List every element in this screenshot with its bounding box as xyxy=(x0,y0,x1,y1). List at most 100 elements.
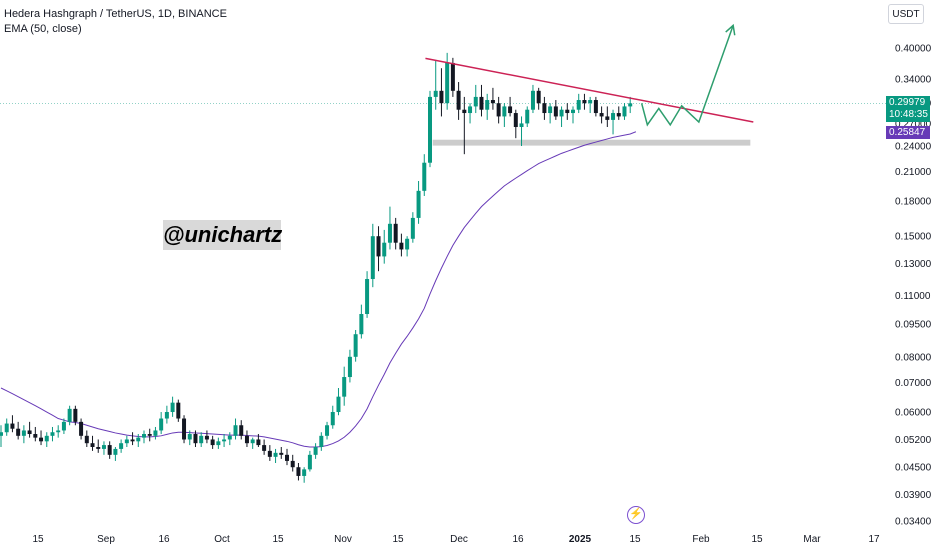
candle xyxy=(525,106,530,128)
candle-body xyxy=(410,217,415,239)
candle-body xyxy=(227,435,232,440)
candle-body xyxy=(593,100,598,114)
candle xyxy=(588,96,593,114)
watermark: @unichartz xyxy=(163,220,282,250)
candle xyxy=(39,430,44,446)
candle xyxy=(182,415,187,444)
candle-body xyxy=(462,109,467,114)
candle-body xyxy=(422,162,427,191)
candle-body xyxy=(313,446,318,455)
candle-body xyxy=(519,123,524,128)
candle xyxy=(542,96,547,120)
candle-body xyxy=(456,90,461,110)
candle xyxy=(124,435,129,447)
candle xyxy=(473,84,478,114)
candle xyxy=(416,180,421,224)
x-tick-label: Dec xyxy=(450,534,468,545)
candle xyxy=(136,434,141,447)
candle xyxy=(553,100,558,120)
candle xyxy=(44,432,49,447)
candle-body xyxy=(290,460,295,468)
projection-arrowhead xyxy=(725,23,736,36)
candle-body xyxy=(273,452,278,457)
candle xyxy=(382,229,387,264)
candle-body xyxy=(124,439,129,444)
candle-body xyxy=(159,418,164,431)
ema-line xyxy=(0,131,637,448)
descending-trendline xyxy=(425,57,754,123)
candle-body xyxy=(204,435,209,440)
y-tick-label: 0.11000 xyxy=(895,291,931,302)
candle-body xyxy=(33,434,38,438)
price-tag: 0.29979 10:48:35 xyxy=(886,96,930,122)
candle-body xyxy=(347,356,352,378)
candle xyxy=(256,434,261,447)
candle xyxy=(210,435,215,449)
candle xyxy=(187,430,192,446)
candle-body xyxy=(336,396,341,413)
candle-body xyxy=(113,448,118,455)
candle-body xyxy=(210,439,215,446)
candle xyxy=(605,106,610,128)
x-tick-label: 16 xyxy=(512,534,524,545)
candle-body xyxy=(439,90,444,104)
x-tick-label: Feb xyxy=(692,534,710,545)
ema-tag: 0.25847 xyxy=(886,126,930,139)
candle-body xyxy=(244,435,249,444)
candle-body xyxy=(262,445,267,451)
candle xyxy=(611,109,616,135)
lightning-icon[interactable]: ⚡ xyxy=(627,506,645,524)
candle-body xyxy=(382,242,387,257)
candle xyxy=(204,430,209,444)
candle-body xyxy=(39,437,44,442)
candle xyxy=(387,206,392,250)
candle-body xyxy=(628,103,633,107)
candle xyxy=(233,418,238,440)
candle xyxy=(559,106,564,128)
candle-body xyxy=(193,434,198,444)
candle xyxy=(479,84,484,117)
candle-body xyxy=(616,113,621,117)
candle-body xyxy=(416,190,421,218)
candle-body xyxy=(119,443,124,449)
y-tick-label: 0.03400 xyxy=(895,517,932,528)
candle-body xyxy=(542,103,547,114)
x-tick-label: 15 xyxy=(32,534,44,545)
x-tick-label: 17 xyxy=(868,534,880,545)
y-tick-label: 0.08000 xyxy=(895,352,932,363)
candle-body xyxy=(576,100,581,110)
candle-body xyxy=(553,106,558,117)
candle-body xyxy=(296,467,301,476)
candle xyxy=(519,116,524,147)
candle xyxy=(593,96,598,117)
candle xyxy=(96,439,101,453)
candle-body xyxy=(548,106,553,114)
candle xyxy=(490,87,495,110)
candle-body xyxy=(285,454,289,461)
candle xyxy=(164,405,169,424)
candle xyxy=(113,446,118,461)
candle-body xyxy=(445,62,450,104)
candle xyxy=(244,430,249,447)
candle xyxy=(410,212,415,243)
y-tick-label: 0.04500 xyxy=(895,463,932,474)
currency-button[interactable]: USDT xyxy=(888,4,924,24)
candle-body xyxy=(222,439,227,442)
candle xyxy=(79,418,84,440)
candle-body xyxy=(233,425,238,436)
candle xyxy=(227,432,232,446)
candle xyxy=(342,366,347,406)
candle xyxy=(616,106,621,120)
candle xyxy=(222,434,227,447)
candle-body xyxy=(342,377,347,397)
candle xyxy=(290,454,295,472)
y-tick-label: 0.13000 xyxy=(895,259,932,270)
candle-body xyxy=(90,443,95,447)
candle-body xyxy=(10,423,15,429)
price-tag-countdown: 10:48:35 xyxy=(889,109,928,120)
candle-body xyxy=(365,279,370,314)
candle-body xyxy=(485,100,490,110)
candle-body xyxy=(73,408,78,422)
candle-body xyxy=(250,439,255,444)
